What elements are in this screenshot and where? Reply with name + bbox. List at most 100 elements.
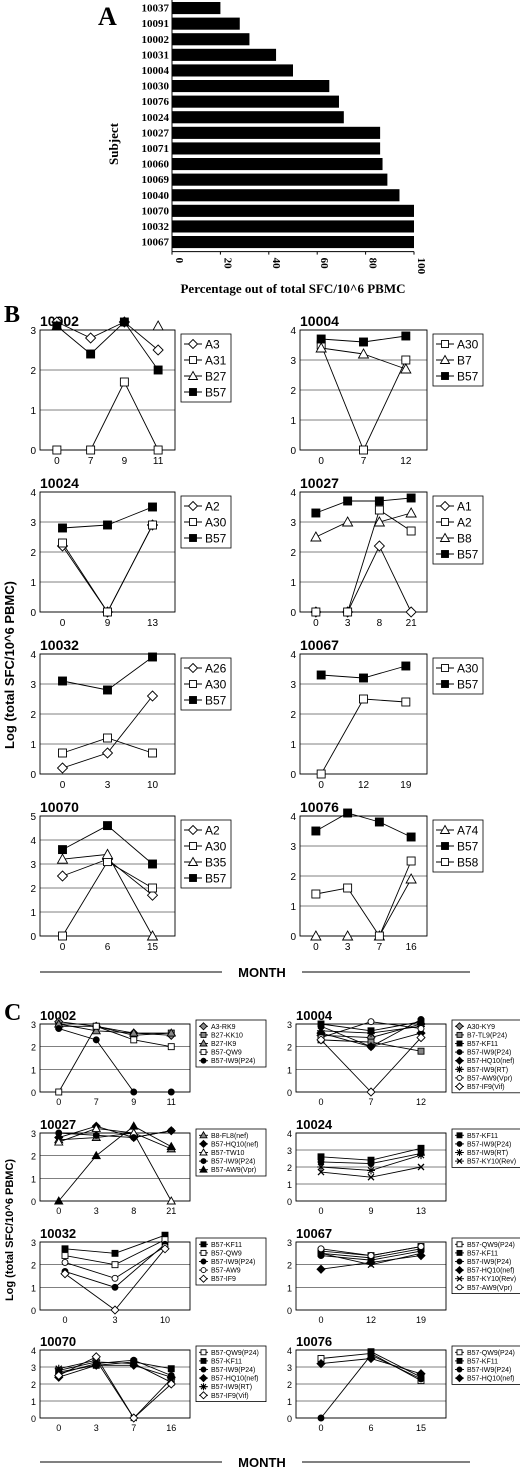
data-point xyxy=(406,526,416,536)
y-tick-label: 2 xyxy=(31,1380,36,1390)
data-point xyxy=(119,317,129,327)
legend-label: B57-QW9(P24) xyxy=(211,1350,259,1357)
legend-label: B35 xyxy=(205,855,227,869)
tick-label-y: 10002 xyxy=(142,34,170,46)
data-point xyxy=(416,1032,426,1043)
bar-10069 xyxy=(172,173,388,186)
x-tick-label: 3 xyxy=(112,1315,117,1325)
y-tick-label: 1 xyxy=(290,902,296,913)
data-point xyxy=(61,1245,69,1253)
data-point xyxy=(341,930,354,941)
y-tick-label: 4 xyxy=(290,326,296,337)
data-point xyxy=(101,747,114,759)
data-point xyxy=(199,1165,208,1173)
data-point xyxy=(187,824,199,836)
data-point xyxy=(130,1134,138,1141)
legend-label: B7-TL9(P24) xyxy=(467,1032,507,1039)
y-tick-label: 2 xyxy=(30,366,36,377)
data-point xyxy=(456,1031,463,1038)
data-point xyxy=(311,607,321,617)
x-tick-label: 12 xyxy=(416,1097,426,1107)
y-tick-label: 0 xyxy=(290,608,296,619)
data-point xyxy=(200,1357,207,1364)
x-tick-label: 19 xyxy=(400,780,412,791)
legend-label: B57-HQ10(nef) xyxy=(467,1268,514,1275)
data-point xyxy=(200,1383,207,1391)
data-point xyxy=(189,356,197,364)
data-point xyxy=(91,1360,101,1370)
data-point xyxy=(405,873,417,884)
tick-label-x: 20 xyxy=(221,258,233,270)
data-point xyxy=(357,348,370,359)
data-point xyxy=(167,1365,175,1373)
data-point xyxy=(52,321,62,331)
legend-label: B57-IW9(RT) xyxy=(211,1384,252,1391)
x-tick-label: 12 xyxy=(366,1315,376,1325)
x-tick-label: 3 xyxy=(345,618,351,629)
data-point xyxy=(187,370,199,380)
legend-label: B57-HQ10(nef) xyxy=(467,1376,514,1383)
data-point xyxy=(406,493,416,503)
legend-label: B7 xyxy=(457,353,472,367)
series-line-B57-IW9(P24) xyxy=(58,1028,172,1093)
data-point xyxy=(367,1173,375,1181)
legend-label: B57-TW10 xyxy=(211,1150,245,1157)
x-tick-label: 3 xyxy=(94,1423,99,1433)
data-point xyxy=(103,607,112,617)
data-point xyxy=(456,1349,463,1356)
legend-box xyxy=(195,1345,267,1402)
data-point xyxy=(456,1258,463,1265)
tick-label-y: 10037 xyxy=(142,3,170,15)
y-tick-label: 1 xyxy=(31,1397,36,1407)
legend: B57-QW9(P24)B57-KF11 B57-IW9(P24) B57-HQ10… xyxy=(451,1237,520,1294)
chart-B-10076: 0 1 2 3 4 0 3 7 16 10076 A74 B57 B58 xyxy=(290,799,484,953)
data-point xyxy=(189,680,197,688)
data-point xyxy=(199,1148,208,1156)
x-tick-label: 16 xyxy=(166,1423,176,1433)
data-point xyxy=(441,680,449,688)
y-tick-label: 4 xyxy=(31,1346,36,1356)
data-point xyxy=(187,662,199,674)
data-point xyxy=(91,1025,102,1035)
chart-B-10024: 0 1 2 3 4 0 9 13 10024 A2 A30 B57 xyxy=(30,475,232,629)
y-tick-label: 2 xyxy=(290,710,296,721)
data-point xyxy=(167,1374,176,1383)
x-tick-label: 7 xyxy=(377,942,383,953)
data-point xyxy=(441,372,449,380)
data-point xyxy=(311,826,321,836)
data-point xyxy=(441,858,449,866)
legend-label: B57 xyxy=(457,369,479,383)
x-tick-label: 0 xyxy=(318,456,324,467)
y-tick-label: 0 xyxy=(31,1088,36,1098)
data-point xyxy=(317,1026,325,1035)
data-point xyxy=(110,1305,120,1315)
legend-label: A2 xyxy=(457,515,472,529)
x-tick-label: 15 xyxy=(147,942,159,953)
y-tick-label: 3 xyxy=(31,1129,36,1139)
data-point xyxy=(405,606,417,618)
x-tick-label: 12 xyxy=(358,780,370,791)
x-tick-label: 15 xyxy=(416,1423,426,1433)
data-point xyxy=(53,1196,64,1205)
x-axis-label: MONTH xyxy=(238,1455,286,1470)
data-point xyxy=(417,1163,425,1171)
data-point xyxy=(103,821,112,831)
y-tick-label: 2 xyxy=(31,1261,36,1271)
bar-10060 xyxy=(172,158,383,171)
y-tick-label: 0 xyxy=(30,932,36,943)
legend: B57-QW9(P24)B57-KF11 B57-IW9(P24) B57-HQ10… xyxy=(451,1345,520,1385)
bar-10067 xyxy=(172,236,414,249)
data-point xyxy=(456,1049,463,1056)
x-tick-label: 12 xyxy=(400,456,412,467)
legend-label: A30 xyxy=(205,839,227,853)
y-tick-label: 5 xyxy=(30,812,36,823)
data-point xyxy=(310,531,322,542)
series-line-B27-IK9 xyxy=(58,1023,172,1034)
legend-label: B57-QW9(P24) xyxy=(467,1242,515,1249)
legend-label: B8 xyxy=(457,531,472,545)
data-point xyxy=(187,856,199,866)
data-point xyxy=(152,320,164,331)
data-point xyxy=(187,500,199,512)
